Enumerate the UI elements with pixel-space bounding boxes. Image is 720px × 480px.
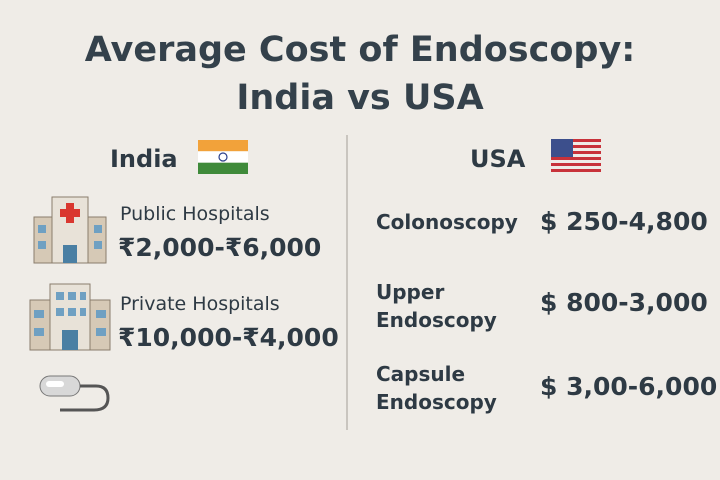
item-label: Private Hospitals bbox=[120, 293, 280, 315]
item-price: ₹10,000-₹4,000 bbox=[118, 323, 339, 352]
item-label: Capsule Endoscopy bbox=[376, 362, 497, 414]
item-price: ₹2,000-₹6,000 bbox=[118, 233, 322, 262]
usa-flag bbox=[551, 139, 601, 172]
title-line: India vs USA bbox=[236, 78, 484, 118]
section-heading: USA bbox=[470, 145, 526, 173]
item-label: Colonoscopy bbox=[376, 210, 518, 234]
india-flag bbox=[198, 140, 248, 174]
item-label: Upper Endoscopy bbox=[376, 280, 497, 332]
hospital-icon bbox=[33, 196, 107, 264]
title-line: Average Cost of Endoscopy: bbox=[84, 30, 636, 70]
item-label: Public Hospitals bbox=[120, 203, 270, 225]
item-price: $ 800-3,000 bbox=[540, 288, 708, 317]
hospital-icon bbox=[29, 283, 111, 351]
section-heading: India bbox=[110, 145, 178, 173]
divider bbox=[346, 135, 348, 430]
item-price: $ 3,00-6,000 bbox=[540, 372, 718, 401]
capsule-icon bbox=[39, 375, 110, 412]
item-price: $ 250-4,800 bbox=[540, 207, 708, 236]
